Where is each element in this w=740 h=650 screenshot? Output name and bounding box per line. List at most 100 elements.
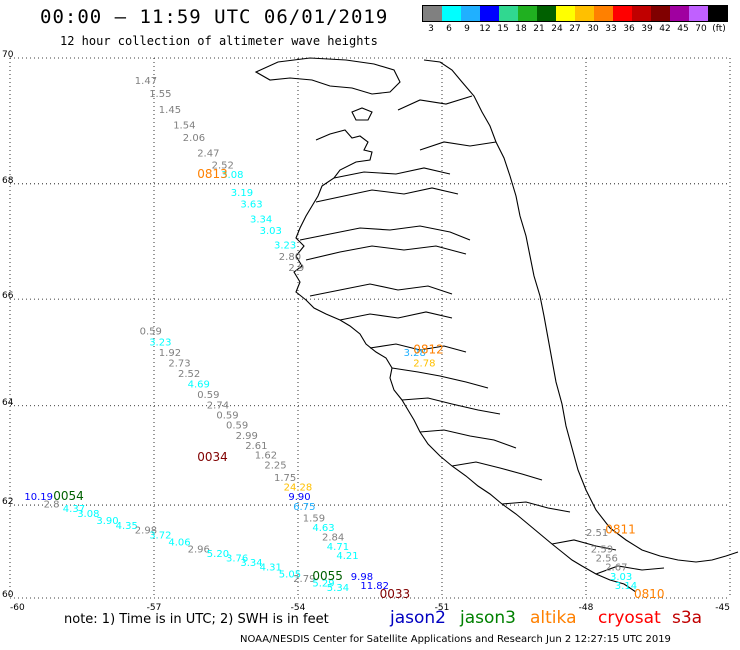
- pass-time-label: 0810: [634, 587, 665, 601]
- wave-height-value: 3.14: [615, 581, 637, 592]
- fjord-11: [451, 461, 543, 481]
- color-swatch: [632, 6, 651, 21]
- wave-height-value: 2.79: [293, 574, 315, 585]
- wave-height-value: 4.63: [312, 523, 334, 534]
- latitude-label: 70: [2, 50, 14, 60]
- longitude-label: -45: [715, 603, 730, 613]
- wave-height-value: 3.76: [226, 554, 248, 565]
- color-scale-swatches: [422, 5, 728, 22]
- wave-height-value: 11.82: [360, 581, 389, 592]
- wave-height-value: 4.37: [63, 504, 85, 515]
- fjord-7: [369, 343, 467, 353]
- coastline-main: [293, 129, 637, 593]
- color-scale-legend: 3 6 9 12 15 18 21 24 27 30 33 36 39 42 45 70 (ft): [422, 5, 728, 34]
- color-swatch: [689, 6, 708, 21]
- wave-height-value: 2.80: [279, 252, 301, 263]
- wave-height-value: 2.99: [236, 431, 258, 442]
- wave-height-value: 2.98: [135, 526, 157, 537]
- fjord-15: [397, 95, 473, 111]
- wave-height-value: 3.03: [610, 572, 632, 583]
- satellite-cryosat: cryosat: [598, 608, 661, 628]
- wave-height-value: 3.34: [250, 214, 272, 225]
- wave-height-value: 4.31: [260, 563, 282, 574]
- latitude-label: 62: [2, 497, 13, 507]
- wave-height-value: 2.9: [288, 263, 304, 274]
- wave-height-value: 4.69: [188, 380, 210, 391]
- wave-height-value: 3.34: [240, 558, 262, 569]
- pass-time-label: 0033: [380, 587, 411, 601]
- wave-height-value: 3.08: [221, 170, 243, 181]
- fjord-2: [305, 245, 467, 261]
- wave-height-value: 1.75: [274, 473, 296, 484]
- wave-height-value: 9.90: [288, 492, 310, 503]
- wave-height-value: 3.19: [231, 188, 253, 199]
- wave-height-value: 4.71: [327, 542, 349, 553]
- pass-time-label: 0055: [312, 569, 343, 583]
- pass-time-label: 0034: [197, 450, 228, 464]
- color-scale-tick: 33: [605, 24, 617, 34]
- color-swatch: [670, 6, 689, 21]
- coastline-east: [423, 59, 739, 563]
- longitude-label: -57: [147, 603, 162, 613]
- wave-height-value: 2.52: [178, 369, 200, 380]
- lat-lon-grid: 70 68 66 64 62 60 -60 -57 -54 -51 -48 -45: [2, 50, 731, 613]
- satellite-jason3: jason3: [460, 608, 516, 628]
- wave-height-value: 3.23: [274, 240, 296, 251]
- wave-height-value: 3.03: [260, 226, 282, 237]
- wave-height-value: 2.96: [188, 544, 210, 555]
- color-swatch: [556, 6, 575, 21]
- wave-height-value: 5.05: [279, 570, 301, 581]
- wave-height-value: 10.19: [24, 492, 53, 503]
- island-north: [254, 57, 401, 95]
- map-title: 00:00 – 11:59 UTC 06/01/2019: [40, 6, 389, 28]
- color-swatch: [708, 6, 727, 21]
- color-scale-tick: 21: [533, 24, 545, 34]
- wave-height-value: 1.54: [173, 121, 195, 132]
- island-small: [351, 107, 373, 121]
- latitude-label: 60: [2, 590, 14, 600]
- wave-height-labels: 1.471.551.451.542.062.472.523.083.193.63…: [24, 76, 664, 601]
- color-scale-tick: 39: [641, 24, 653, 34]
- fjord-6: [339, 311, 453, 321]
- latitude-label: 66: [2, 291, 14, 301]
- color-swatch: [613, 6, 632, 21]
- color-scale-tick: 18: [515, 24, 527, 34]
- wave-height-value: 0.59: [140, 327, 162, 338]
- pass-time-label: 0813: [197, 167, 228, 181]
- color-scale-tick-labels: 3 6 9 12 15 18 21 24 27 30 33 36 39 42 45 70 (ft): [422, 24, 728, 34]
- credit-line: NOAA/NESDIS Center for Satellite Applica…: [240, 634, 671, 645]
- wave-height-value: 5.29: [312, 579, 334, 590]
- color-swatch: [518, 6, 537, 21]
- wave-height-value: 2.61: [245, 441, 267, 452]
- color-scale-tick: 70: [695, 24, 707, 34]
- color-swatch: [537, 6, 556, 21]
- color-scale-tick: (ft): [712, 24, 726, 34]
- wave-height-value: 2.8: [44, 499, 60, 510]
- fjord-5: [309, 283, 453, 297]
- color-scale-tick: 36: [623, 24, 635, 34]
- pass-time-label: 0811: [605, 523, 636, 537]
- fjord-8: [391, 367, 489, 389]
- wave-height-value: 4.06: [168, 537, 190, 548]
- wave-height-value: 2.84: [322, 533, 344, 544]
- color-scale-tick: 30: [587, 24, 599, 34]
- wave-height-value: 1.47: [135, 76, 157, 87]
- fjord-12: [501, 501, 571, 513]
- color-swatch: [461, 6, 480, 21]
- wave-height-value: 2.25: [264, 461, 286, 472]
- wave-height-value: 3.08: [77, 509, 99, 520]
- wave-height-value: 3.90: [96, 516, 118, 527]
- wave-height-value: 5.20: [207, 549, 229, 560]
- color-swatch: [499, 6, 518, 21]
- longitude-label: -54: [291, 603, 306, 613]
- color-scale-tick: 9: [464, 24, 470, 34]
- wave-height-value: 2.74: [207, 400, 229, 411]
- wave-height-value: 1.59: [303, 514, 325, 525]
- wave-height-value: 2.06: [183, 133, 205, 144]
- color-swatch: [480, 6, 499, 21]
- color-scale-tick: 15: [497, 24, 509, 34]
- fjord-10: [419, 429, 517, 449]
- wave-height-value: 2.47: [197, 148, 219, 159]
- fjord-16: [419, 141, 497, 151]
- wave-height-value: 0.59: [197, 390, 219, 401]
